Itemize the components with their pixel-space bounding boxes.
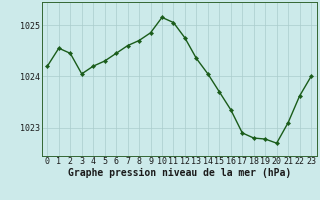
X-axis label: Graphe pression niveau de la mer (hPa): Graphe pression niveau de la mer (hPa) bbox=[68, 168, 291, 178]
